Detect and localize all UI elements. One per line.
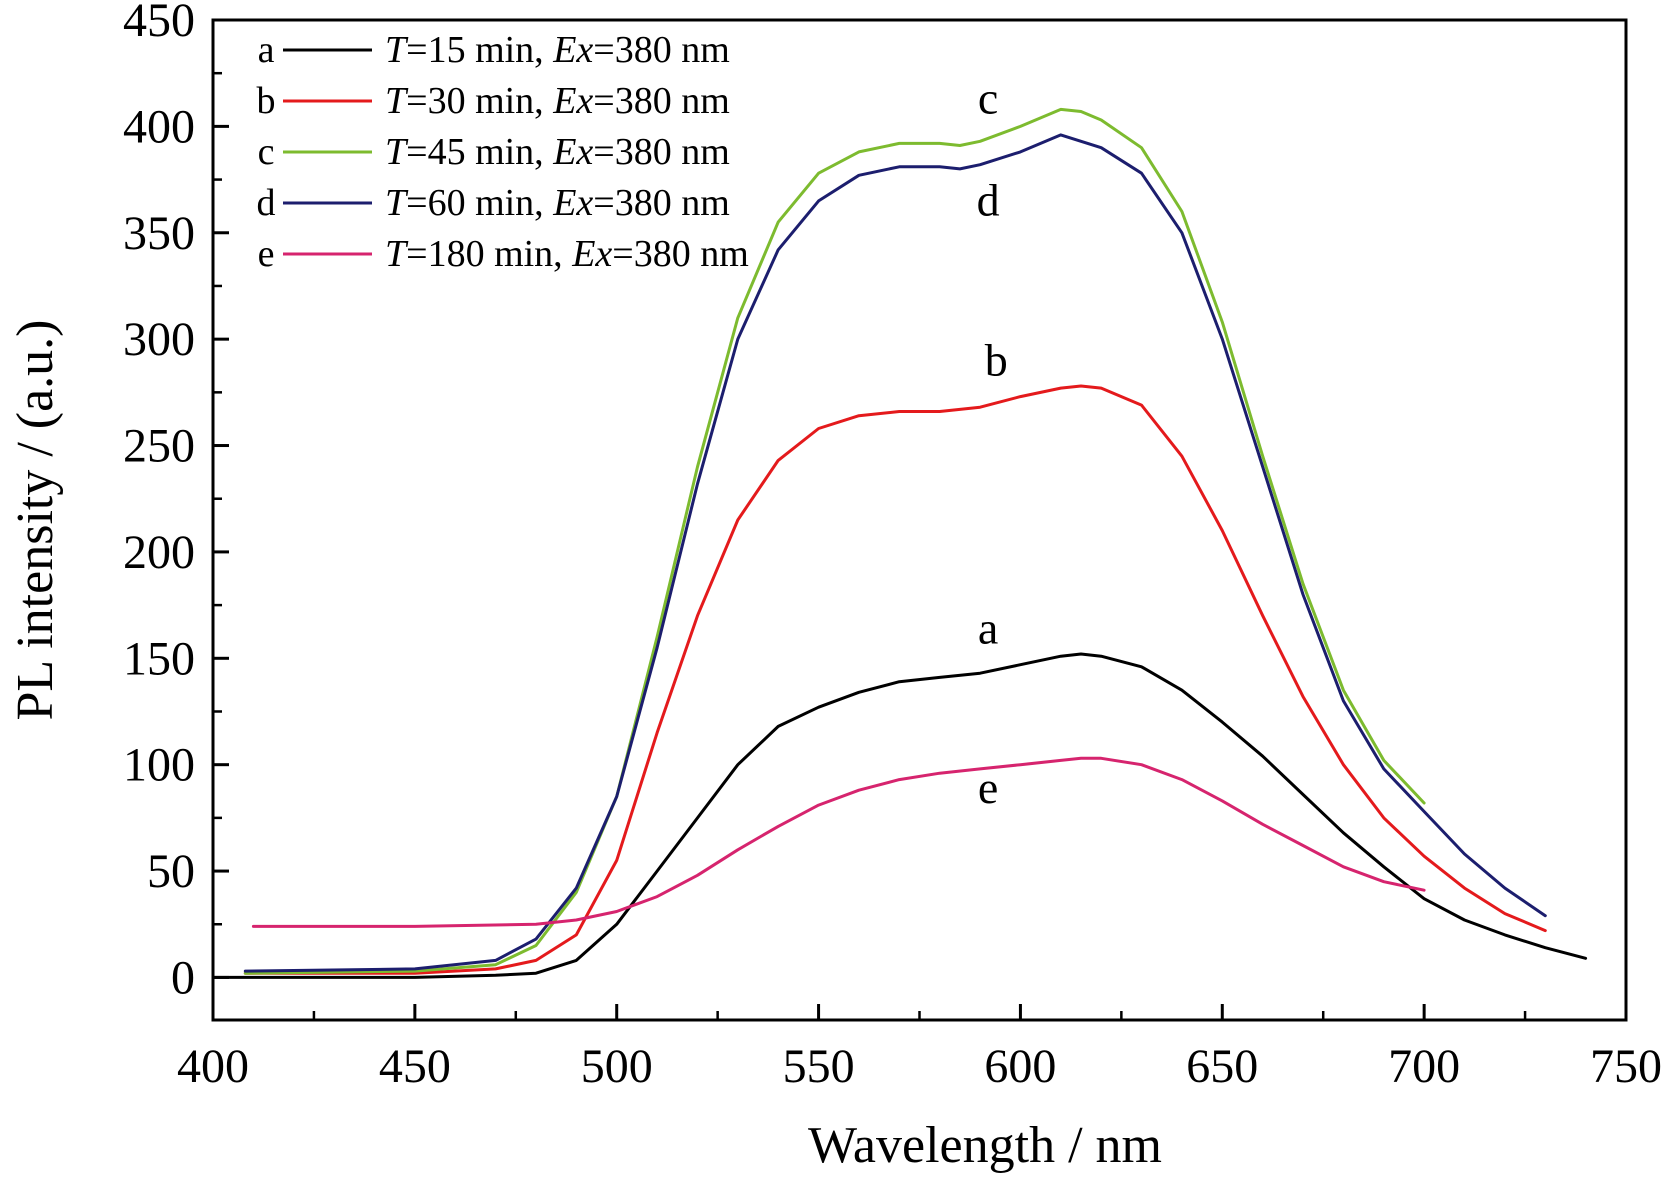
legend-label-d: T=60 min, Ex=380 nm <box>385 182 730 224</box>
y-tick-label: 250 <box>123 420 195 473</box>
x-tick-label: 450 <box>379 1040 451 1093</box>
y-tick-label: 100 <box>123 739 195 792</box>
legend-letter-b: b <box>257 80 276 122</box>
y-tick-label: 350 <box>123 207 195 260</box>
x-tick-label: 500 <box>581 1040 653 1093</box>
curve-label-c: c <box>978 73 998 124</box>
x-axis-tick-labels: 400 450 500 550 600 650 700 750 <box>177 1040 1662 1093</box>
y-tick-label: 200 <box>123 526 195 579</box>
series-line-b <box>243 384 1547 975</box>
x-tick-label: 550 <box>783 1040 855 1093</box>
x-tick-label: 600 <box>984 1040 1056 1093</box>
y-tick-label: 400 <box>123 100 195 153</box>
curve-label-e: e <box>978 762 998 813</box>
series-line-a <box>211 652 1588 979</box>
y-tick-label: 150 <box>123 632 195 685</box>
series-line-d <box>243 133 1547 973</box>
x-tick-label: 700 <box>1388 1040 1460 1093</box>
x-tick-label: 750 <box>1590 1040 1662 1093</box>
y-tick-label: 50 <box>147 845 195 898</box>
legend-letter-d: d <box>257 182 276 224</box>
legend-label-c: T=45 min, Ex=380 nm <box>385 131 730 173</box>
x-tick-label: 650 <box>1186 1040 1258 1093</box>
series-lines <box>211 107 1588 979</box>
curve-label-d: d <box>977 175 1000 226</box>
y-tick-label: 300 <box>123 313 195 366</box>
x-axis-ticks <box>211 1004 1628 1020</box>
legend-label-b: T=30 min, Ex=380 nm <box>385 80 730 122</box>
series-line-e <box>251 756 1426 928</box>
legend-label-e: T=180 min, Ex=380 nm <box>385 233 749 275</box>
legend-letter-a: a <box>258 29 275 71</box>
legend-label-a: T=15 min, Ex=380 nm <box>385 29 730 71</box>
legend: a T=15 min, Ex=380 nm b T=30 min, Ex=380 nm… <box>257 29 749 275</box>
y-axis-ticks <box>213 18 229 979</box>
x-tick-label: 400 <box>177 1040 249 1093</box>
y-tick-label: 450 <box>123 0 195 47</box>
y-axis-tick-labels: 0 50 100 150 200 250 300 350 400 450 <box>123 0 195 1004</box>
legend-letter-e: e <box>258 233 275 275</box>
x-axis-title: Wavelength / nm <box>808 1117 1162 1174</box>
legend-letter-c: c <box>258 131 275 173</box>
y-axis-title: PL intensity / (a.u.) <box>7 319 64 720</box>
curve-label-a: a <box>978 602 998 653</box>
curve-annotations: cd b a e <box>977 73 1008 813</box>
y-tick-label: 0 <box>171 951 195 1004</box>
curve-label-b: b <box>985 334 1008 385</box>
